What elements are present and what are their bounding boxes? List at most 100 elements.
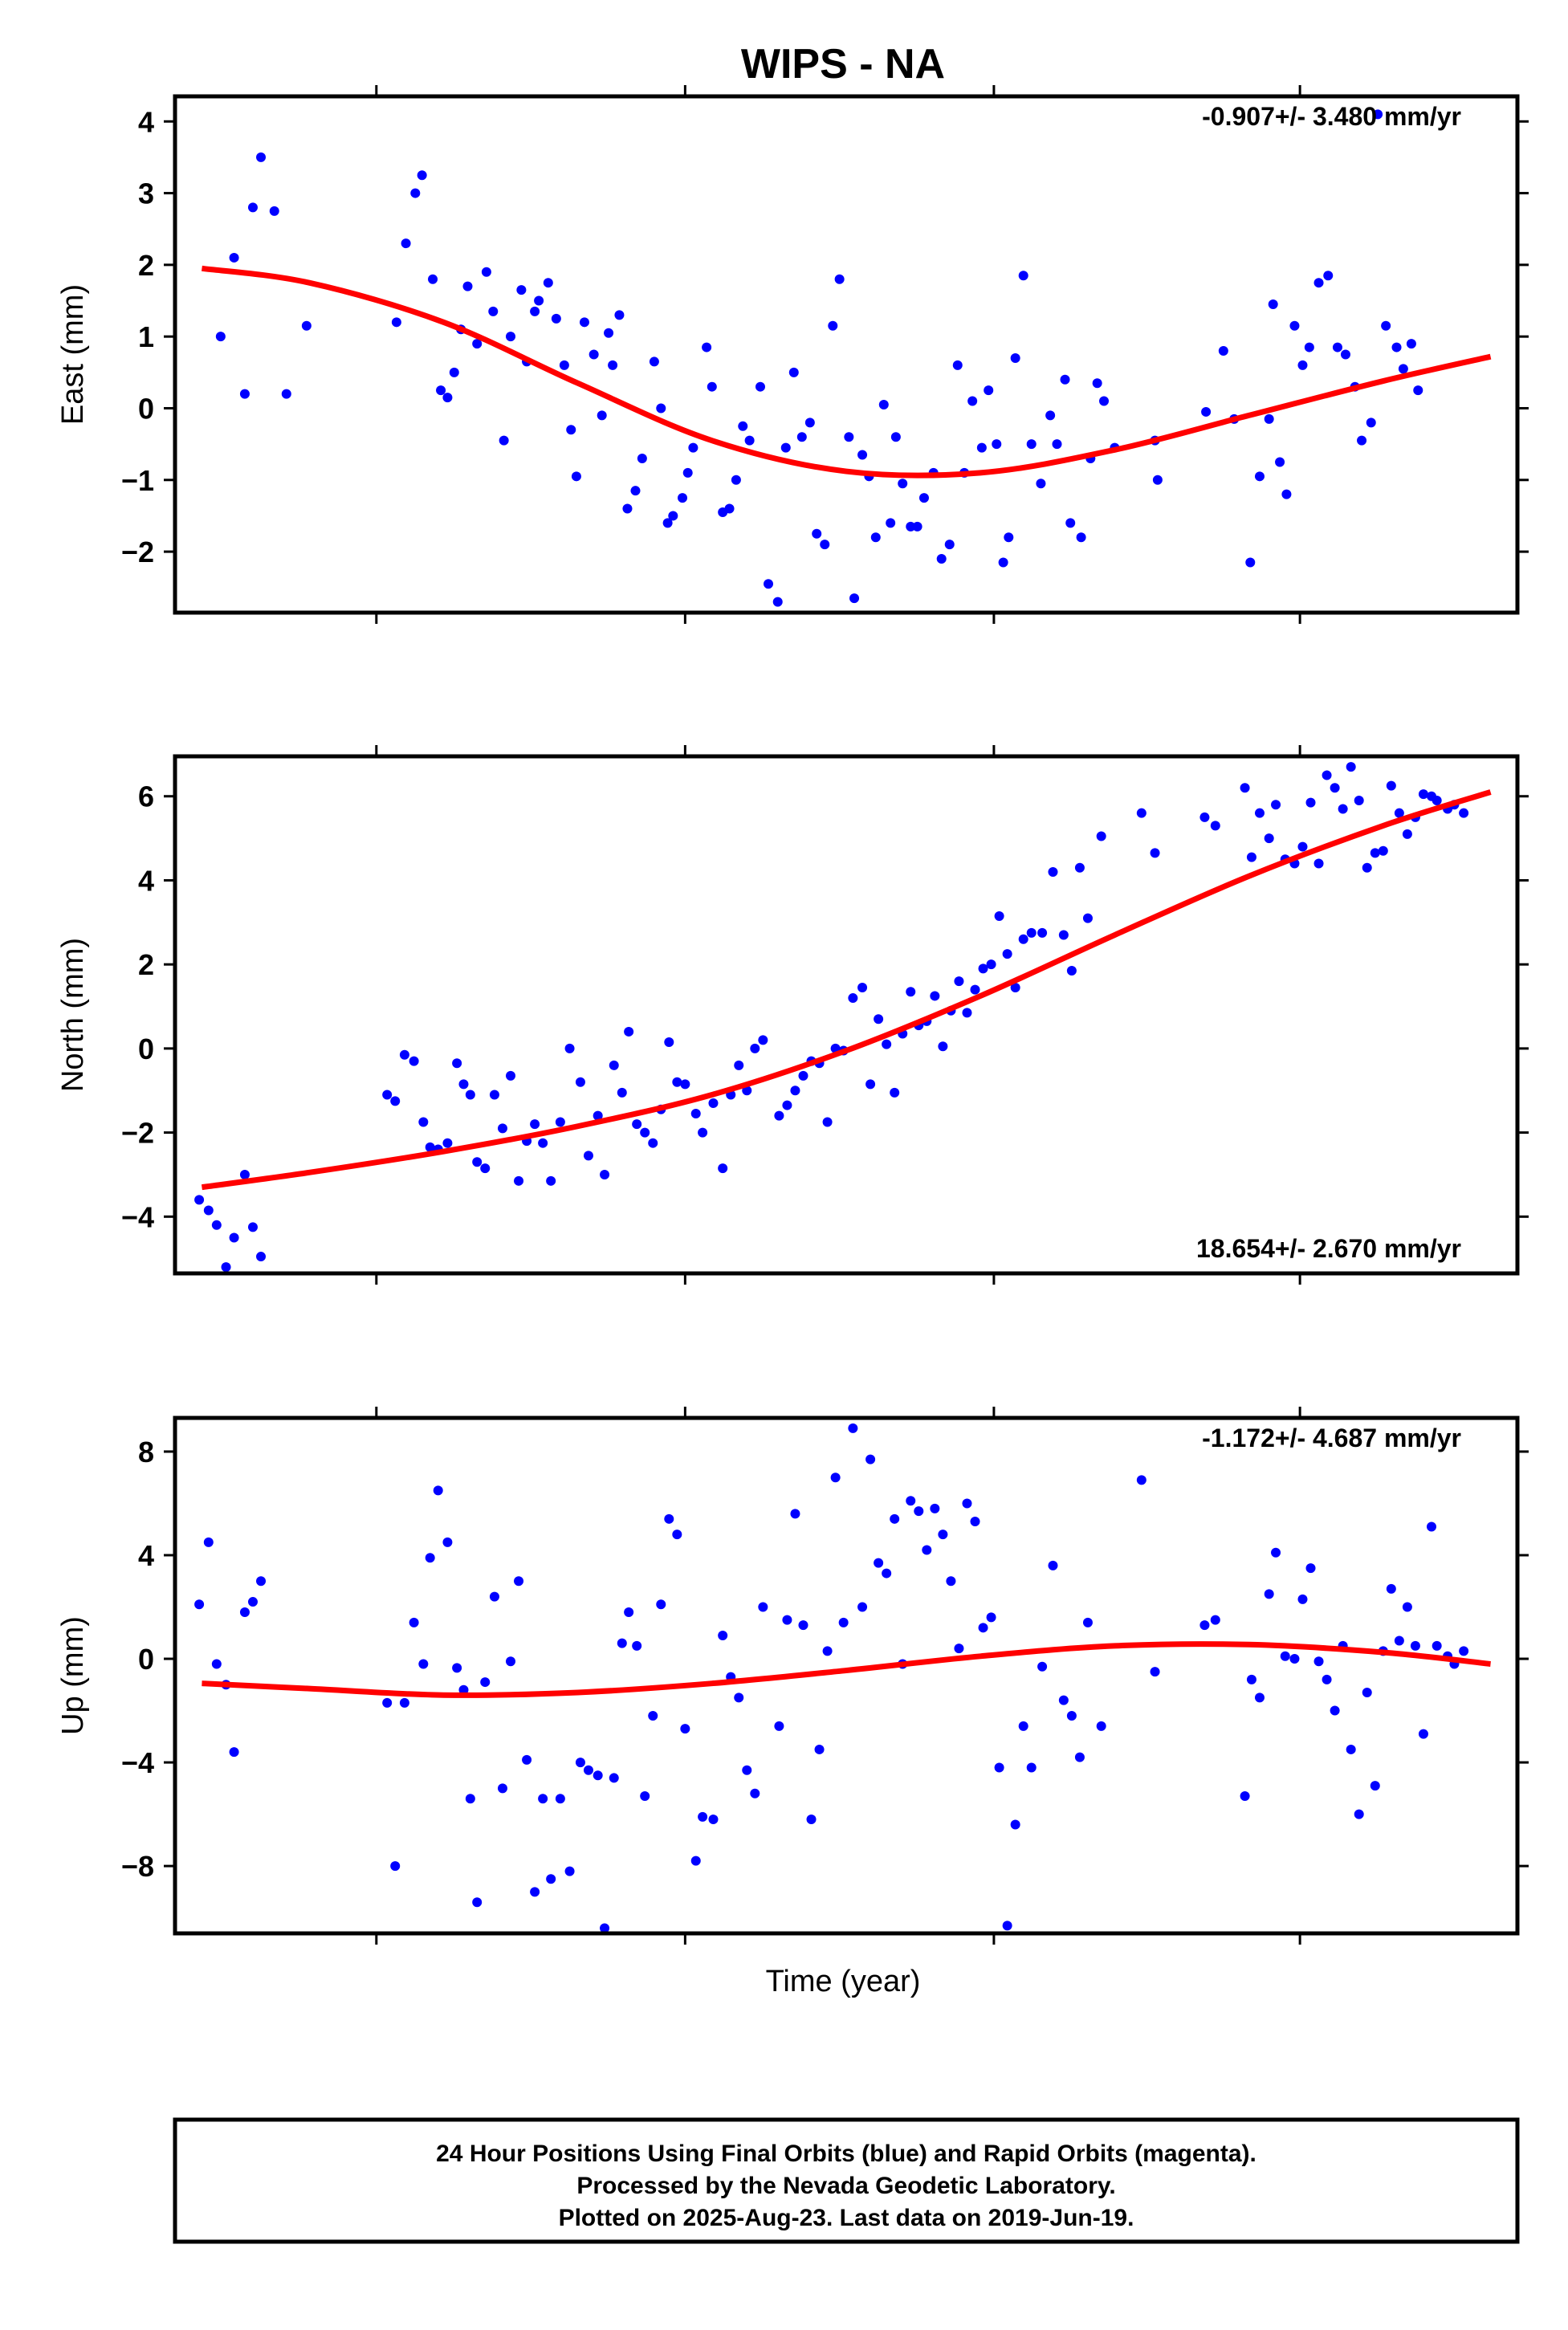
east-data-point bbox=[1060, 374, 1070, 385]
north-data-point bbox=[1082, 913, 1093, 923]
north-data-point bbox=[906, 987, 916, 997]
north-data-point bbox=[425, 1142, 435, 1152]
up-data-point bbox=[962, 1498, 972, 1509]
north-data-point bbox=[575, 1077, 585, 1087]
up-data-point bbox=[1394, 1635, 1404, 1646]
north-data-point bbox=[970, 984, 980, 995]
east-data-point bbox=[551, 313, 561, 324]
north-data-point bbox=[538, 1138, 548, 1148]
north-data-point bbox=[1346, 762, 1356, 772]
north-data-point bbox=[790, 1086, 800, 1096]
north-data-point bbox=[680, 1079, 690, 1090]
north-data-point bbox=[978, 963, 988, 974]
north-data-point bbox=[1002, 949, 1012, 959]
east-data-point bbox=[890, 432, 901, 442]
east-data-point bbox=[516, 285, 527, 295]
up-data-point bbox=[1264, 1589, 1274, 1599]
up-data-point bbox=[1432, 1640, 1442, 1651]
east-data-point bbox=[967, 396, 978, 406]
east-data-point bbox=[579, 317, 589, 328]
up-data-point bbox=[790, 1509, 800, 1519]
north-y-axis-label: North (mm) bbox=[56, 938, 90, 1092]
up-data-point bbox=[1010, 1819, 1020, 1830]
east-data-point bbox=[834, 274, 845, 284]
east-data-point bbox=[472, 339, 483, 349]
north-fit-curve bbox=[201, 789, 1492, 1191]
east-data-point bbox=[812, 528, 822, 539]
east-data-point bbox=[1406, 339, 1416, 349]
north-data-point bbox=[1271, 800, 1281, 810]
east-data-point bbox=[630, 486, 641, 496]
up-data-point bbox=[698, 1811, 708, 1822]
up-ytick-label: 4 bbox=[138, 1539, 154, 1572]
east-data-point bbox=[796, 432, 807, 442]
east-data-point bbox=[1245, 557, 1256, 568]
up-y-axis-label: Up (mm) bbox=[56, 1616, 90, 1735]
up-data-point bbox=[656, 1599, 666, 1610]
east-ytick-label: −2 bbox=[121, 536, 154, 568]
north-data-point bbox=[194, 1195, 205, 1205]
north-data-point bbox=[221, 1262, 231, 1273]
north-data-point bbox=[1210, 821, 1220, 831]
north-data-point bbox=[617, 1087, 627, 1098]
up-data-point bbox=[1018, 1721, 1028, 1731]
north-data-point bbox=[1010, 982, 1020, 992]
east-data-point bbox=[707, 381, 717, 392]
up-data-point bbox=[1330, 1705, 1340, 1716]
up-data-point bbox=[229, 1747, 239, 1758]
east-data-point bbox=[780, 442, 791, 453]
north-data-point bbox=[1136, 808, 1146, 818]
up-data-point bbox=[734, 1693, 744, 1703]
up-data-point bbox=[708, 1815, 719, 1825]
north-data-point bbox=[938, 1041, 948, 1052]
up-data-point bbox=[906, 1496, 916, 1506]
east-data-point bbox=[597, 410, 607, 421]
up-ytick-label: 0 bbox=[138, 1643, 154, 1676]
east-data-point bbox=[804, 418, 815, 428]
up-panel: −8 −4 0 4 8 Up (mm) -1.172+/- 4.687 mm/yr bbox=[56, 1407, 1529, 1945]
north-data-point bbox=[1394, 808, 1404, 818]
north-data-point bbox=[442, 1138, 453, 1148]
east-data-point bbox=[530, 306, 540, 316]
north-data-point bbox=[1048, 866, 1058, 877]
east-data-point bbox=[1152, 475, 1163, 485]
east-data-point bbox=[589, 349, 599, 360]
east-data-point bbox=[488, 306, 499, 316]
north-ytick-label: 0 bbox=[138, 1033, 154, 1065]
up-data-point bbox=[1026, 1762, 1037, 1773]
up-data-point bbox=[798, 1620, 808, 1631]
up-data-point bbox=[382, 1697, 393, 1708]
east-plot-frame bbox=[173, 94, 1520, 615]
up-data-point bbox=[530, 1887, 540, 1897]
east-data-point bbox=[755, 381, 765, 392]
up-data-point bbox=[617, 1638, 627, 1648]
north-data-point bbox=[648, 1138, 658, 1148]
east-data-point bbox=[1332, 342, 1342, 352]
east-data-point bbox=[604, 328, 614, 338]
north-data-point bbox=[1370, 848, 1380, 858]
east-panel: −2 −1 0 1 2 3 4 East (mm) -0.907+/- 3.480 mm/yr bbox=[56, 85, 1529, 624]
up-data-point bbox=[472, 1897, 483, 1908]
north-data-point bbox=[758, 1035, 768, 1045]
east-data-point bbox=[731, 475, 741, 485]
up-data-point bbox=[857, 1602, 868, 1612]
east-data-point bbox=[688, 442, 698, 453]
north-data-point bbox=[742, 1086, 752, 1096]
up-data-point bbox=[742, 1765, 752, 1775]
north-data-point bbox=[1037, 927, 1048, 938]
east-ytick-label: 3 bbox=[138, 177, 154, 210]
east-data-point bbox=[229, 252, 239, 263]
north-data-point bbox=[1297, 841, 1308, 852]
east-data-point bbox=[1413, 385, 1423, 396]
north-data-point bbox=[986, 959, 996, 970]
north-data-point bbox=[994, 910, 1004, 921]
north-data-point bbox=[256, 1252, 267, 1262]
east-data-point bbox=[1373, 109, 1383, 120]
east-data-point bbox=[668, 511, 678, 521]
up-data-point bbox=[1074, 1752, 1085, 1762]
north-data-point bbox=[211, 1220, 222, 1230]
up-data-point bbox=[564, 1866, 575, 1876]
up-data-point bbox=[497, 1783, 507, 1794]
up-data-point bbox=[609, 1773, 619, 1783]
up-data-point bbox=[830, 1473, 841, 1483]
